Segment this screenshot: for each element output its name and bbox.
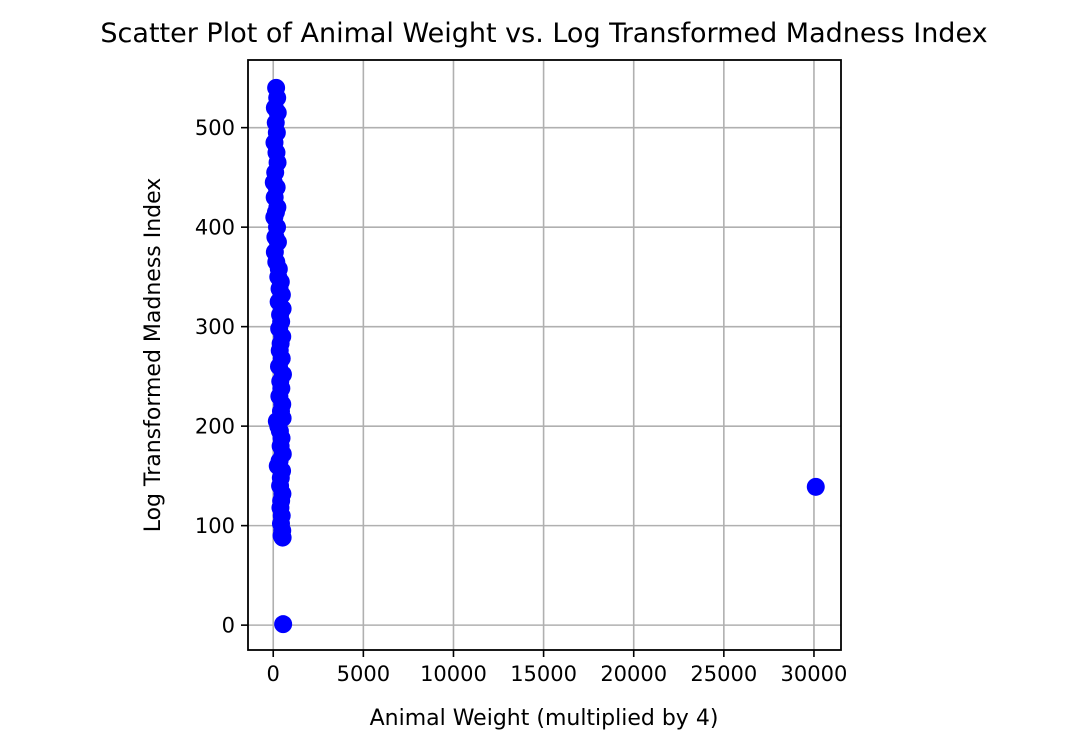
x-axis-label: Animal Weight (multiplied by 4) — [370, 706, 719, 731]
data-point — [274, 615, 293, 634]
chart-title: Scatter Plot of Animal Weight vs. Log Tr… — [100, 18, 987, 49]
y-axis-ticks: 0 100 200 300 400 500 — [195, 116, 248, 638]
x-tick-label: 15000 — [510, 662, 577, 686]
y-tick-label: 500 — [195, 116, 235, 140]
y-tick-label: 0 — [222, 614, 235, 638]
grid-lines — [248, 60, 841, 650]
y-tick-label: 100 — [195, 514, 235, 538]
plot-frame — [247, 59, 842, 651]
data-point — [806, 477, 825, 496]
data-points — [264, 78, 825, 634]
x-axis-ticks: 0 5000 10000 15000 20000 25000 30000 — [267, 650, 848, 686]
x-tick-label: 20000 — [600, 662, 667, 686]
y-tick-label: 200 — [195, 415, 235, 439]
y-tick-label: 300 — [195, 315, 235, 339]
y-tick-label: 400 — [195, 216, 235, 240]
x-tick-label: 5000 — [337, 662, 390, 686]
data-point — [273, 528, 292, 547]
x-tick-label: 30000 — [781, 662, 848, 686]
x-tick-label: 0 — [267, 662, 280, 686]
y-axis-label: Log Transformed Madness Index — [141, 178, 166, 533]
x-tick-label: 10000 — [420, 662, 487, 686]
x-tick-label: 25000 — [690, 662, 757, 686]
